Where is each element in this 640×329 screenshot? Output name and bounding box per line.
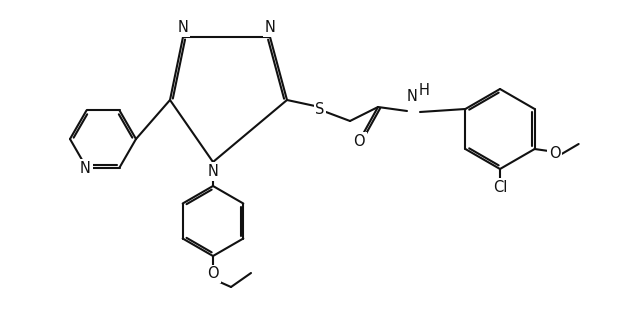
Text: N: N [264, 20, 275, 36]
Text: N: N [207, 164, 218, 179]
Text: O: O [353, 134, 365, 148]
Text: N: N [406, 89, 417, 104]
Text: H: H [419, 83, 430, 98]
Text: Cl: Cl [493, 180, 507, 194]
Text: N: N [80, 161, 91, 176]
Text: N: N [177, 20, 188, 36]
Text: O: O [207, 266, 219, 282]
Text: S: S [316, 102, 324, 116]
Text: O: O [549, 146, 561, 162]
